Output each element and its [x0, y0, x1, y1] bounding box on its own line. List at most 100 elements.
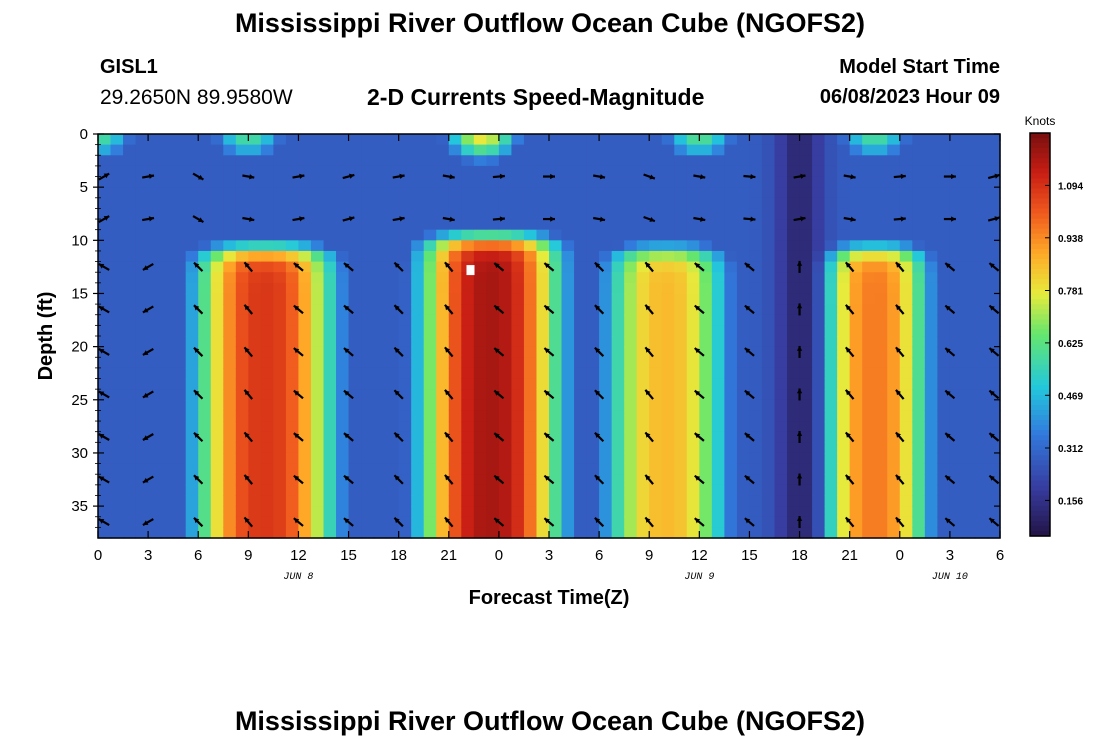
- heatmap-cell: [160, 165, 174, 178]
- heatmap-cell: [348, 442, 362, 454]
- heatmap-cell: [336, 165, 350, 178]
- heatmap-cell: [398, 399, 412, 412]
- current-arrow: [192, 215, 204, 224]
- heatmap-cell: [949, 474, 964, 486]
- current-arrow: [843, 174, 856, 180]
- heatmap-cell: [423, 282, 437, 295]
- heatmap-cell: [674, 484, 688, 497]
- heatmap-cell: [398, 208, 412, 220]
- heatmap-cell: [887, 144, 901, 156]
- arrow-head: [444, 389, 451, 396]
- heatmap-cell: [398, 261, 412, 273]
- heatmap-cell: [749, 187, 763, 199]
- heatmap-cell: [837, 293, 851, 305]
- current-arrow: [243, 431, 254, 443]
- current-arrow: [343, 262, 354, 272]
- heatmap-cell: [373, 187, 387, 199]
- arrow-head: [244, 389, 250, 396]
- heatmap-cell: [887, 219, 901, 231]
- heatmap-cell: [574, 250, 588, 263]
- heatmap-cell: [248, 357, 262, 369]
- heatmap-cell: [699, 293, 713, 305]
- arrow-head: [544, 475, 550, 481]
- heatmap-cell: [586, 187, 600, 199]
- heatmap-cell: [273, 421, 287, 433]
- heatmap-cell: [123, 336, 137, 348]
- heatmap-cell: [523, 463, 538, 475]
- heatmap-cell: [310, 516, 325, 528]
- heatmap-cell: [523, 484, 538, 497]
- heatmap-cell: [874, 155, 888, 167]
- current-arrow: [694, 432, 705, 442]
- heatmap-cell: [549, 367, 563, 380]
- heatmap-cell: [160, 506, 174, 518]
- heatmap-cell: [912, 293, 926, 305]
- heatmap-cell: [774, 452, 788, 465]
- heatmap-cell: [837, 165, 851, 178]
- heatmap-cell: [862, 304, 876, 316]
- x-tick-label: 9: [244, 547, 252, 564]
- heatmap-cell: [636, 442, 650, 454]
- heatmap-cell: [148, 474, 162, 486]
- heatmap-cell: [586, 261, 600, 273]
- y-tick-label: 5: [80, 179, 88, 196]
- heatmap-cell: [223, 261, 237, 273]
- heatmap-cell: [498, 378, 513, 390]
- heatmap-cell: [160, 410, 174, 422]
- heatmap-cell: [398, 176, 412, 188]
- heatmap-cell: [974, 389, 989, 401]
- heatmap-cell: [761, 187, 776, 199]
- heatmap-cell: [310, 240, 325, 252]
- heatmap-cell: [962, 272, 976, 284]
- heatmap-cell: [862, 442, 876, 454]
- heatmap-cell: [461, 410, 475, 422]
- heatmap-cell: [298, 293, 312, 305]
- heatmap-cell: [486, 506, 500, 518]
- heatmap-cell: [624, 176, 638, 188]
- heatmap-cell: [962, 229, 976, 241]
- heatmap-cell: [486, 378, 500, 390]
- heatmap-cell: [210, 452, 224, 465]
- heatmap-cell: [624, 399, 638, 412]
- heatmap-cell: [336, 421, 350, 433]
- heatmap-cell: [624, 144, 638, 156]
- heatmap-cell: [273, 474, 287, 486]
- heatmap-cell: [386, 197, 400, 210]
- heatmap-cell: [523, 208, 538, 220]
- heatmap-cell: [874, 431, 888, 443]
- heatmap-cell: [173, 357, 187, 369]
- model-start-label: Model Start Time: [839, 56, 1000, 78]
- heatmap-cell: [336, 442, 350, 454]
- heatmap-cell: [310, 272, 325, 284]
- colorbar-swatch: [1030, 399, 1050, 406]
- arrow-head: [394, 475, 400, 481]
- colorbar-swatch: [1030, 440, 1050, 446]
- heatmap-cell: [649, 325, 663, 337]
- heatmap-cell: [987, 325, 1001, 337]
- heatmap-cell: [824, 293, 838, 305]
- heatmap-cell: [561, 293, 575, 305]
- heatmap-cell: [348, 165, 362, 178]
- current-arrow: [142, 433, 154, 441]
- heatmap-cell: [924, 250, 938, 263]
- heatmap-cell: [674, 527, 688, 539]
- heatmap-cell: [624, 240, 638, 252]
- heatmap-cell: [235, 527, 249, 539]
- heatmap-cell: [110, 463, 124, 475]
- heatmap-cell: [799, 261, 813, 273]
- heatmap-cell: [686, 442, 700, 454]
- heatmap-cell: [523, 165, 538, 178]
- heatmap-cell: [298, 155, 312, 167]
- heatmap-cell: [649, 176, 663, 188]
- heatmap-cell: [235, 155, 249, 167]
- x-tick-label: 0: [94, 547, 102, 564]
- heatmap-cell: [849, 261, 863, 273]
- heatmap-cell: [874, 272, 888, 284]
- heatmap-cell: [210, 527, 224, 539]
- heatmap-cell: [273, 336, 287, 348]
- heatmap-cell: [223, 304, 237, 316]
- heatmap-cell: [824, 357, 838, 369]
- heatmap-cell: [98, 229, 112, 241]
- heatmap-cell: [812, 421, 826, 433]
- heatmap-cell: [511, 272, 525, 284]
